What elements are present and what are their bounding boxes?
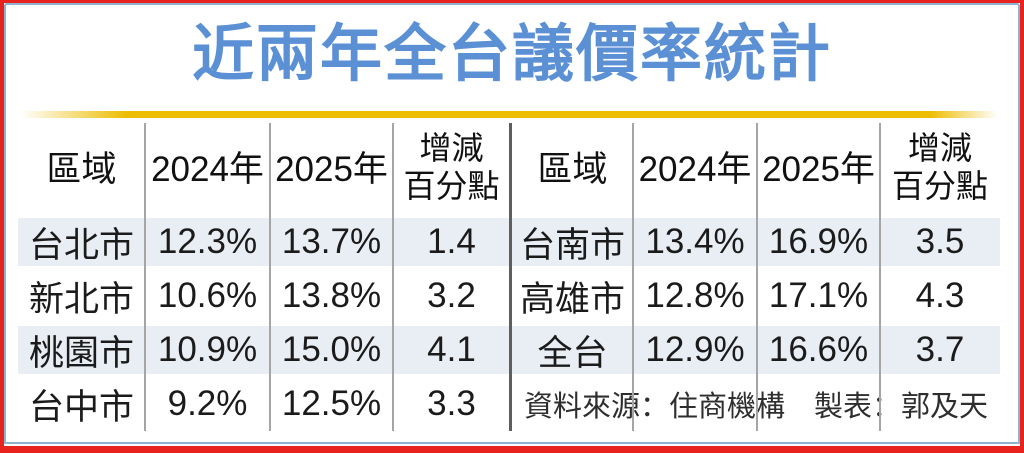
cell-2024: 9.2% — [167, 384, 248, 423]
cell-region: 台北市 — [28, 225, 134, 265]
cell-delta: 4.3 — [915, 276, 965, 315]
cell-2024: 13.4% — [645, 222, 745, 261]
negotiation-rate-table-right: 區域 2024年 2025年 增減 百分點 台南市 13.4% 16.9% 3.… — [512, 118, 1000, 431]
cell-delta: 3.2 — [427, 276, 476, 315]
column-divider — [269, 123, 271, 431]
col-header-region: 區域 — [537, 150, 608, 189]
cell-2025: 17.1% — [768, 276, 869, 315]
column-divider — [632, 123, 634, 431]
col-header-delta-line1: 增減 — [419, 129, 484, 166]
cell-delta: 4.1 — [427, 330, 476, 369]
table-split-divider — [509, 123, 512, 431]
cell-2024: 12.8% — [645, 276, 745, 315]
cell-delta: 3.5 — [915, 222, 965, 261]
col-header-2025: 2025年 — [275, 150, 388, 189]
cell-2024: 10.6% — [157, 276, 258, 315]
table-header-row: 區域 2024年 2025年 增減 百分點 — [18, 118, 510, 215]
cell-delta: 3.3 — [427, 384, 476, 423]
cell-region: 台中市 — [28, 387, 134, 427]
column-divider — [879, 123, 881, 431]
cell-region: 新北市 — [28, 279, 134, 319]
source-note: 資料來源：住商機構 製表：郭及天 — [523, 391, 988, 423]
page-title: 近兩年全台議價率統計 — [191, 20, 832, 89]
cell-2025: 13.8% — [281, 276, 382, 315]
cell-region: 桃園市 — [28, 333, 134, 373]
cell-2025: 16.9% — [768, 222, 869, 261]
col-header-delta-line2: 百分點 — [891, 167, 988, 204]
cell-delta: 1.4 — [427, 222, 476, 261]
col-header-2024: 2024年 — [151, 150, 264, 189]
cell-2025: 12.5% — [281, 384, 382, 423]
bottom-blue-rule — [4, 442, 1020, 444]
table-row: 台北市 12.3% 13.7% 1.4 — [18, 215, 510, 269]
col-header-delta-line2: 百分點 — [403, 167, 500, 204]
cell-2024: 10.9% — [157, 330, 258, 369]
col-header-2025: 2025年 — [762, 150, 875, 189]
table-row: 台中市 9.2% 12.5% 3.3 — [18, 377, 510, 431]
col-header-delta: 增減 百分點 — [880, 118, 1000, 215]
cell-region: 全台 — [537, 333, 608, 373]
col-header-2024: 2024年 — [638, 150, 752, 189]
table-row: 桃園市 10.9% 15.0% 4.1 — [18, 323, 510, 377]
column-divider — [392, 123, 394, 431]
col-header-region: 區域 — [46, 150, 117, 189]
cell-2024: 12.3% — [157, 222, 258, 261]
cell-delta: 3.7 — [915, 330, 965, 369]
table-row: 高雄市 12.8% 17.1% 4.3 — [512, 269, 1000, 323]
cell-region: 高雄市 — [519, 279, 625, 319]
col-header-delta: 增減 百分點 — [393, 118, 510, 215]
cell-region: 台南市 — [519, 225, 625, 265]
cell-2025: 15.0% — [281, 330, 382, 369]
gold-accent-bar — [20, 111, 998, 118]
column-divider — [756, 123, 758, 431]
negotiation-rate-table-left: 區域 2024年 2025年 增減 百分點 台北市 12.3% 13.7% 1.… — [18, 118, 510, 431]
col-header-delta-line1: 增減 — [907, 129, 972, 166]
table-row: 新北市 10.6% 13.8% 3.2 — [18, 269, 510, 323]
column-divider — [144, 123, 146, 431]
cell-2024: 12.9% — [645, 330, 745, 369]
cell-2025: 13.7% — [281, 222, 382, 261]
cell-2025: 16.6% — [768, 330, 869, 369]
table-header-row: 區域 2024年 2025年 增減 百分點 — [512, 118, 1000, 215]
